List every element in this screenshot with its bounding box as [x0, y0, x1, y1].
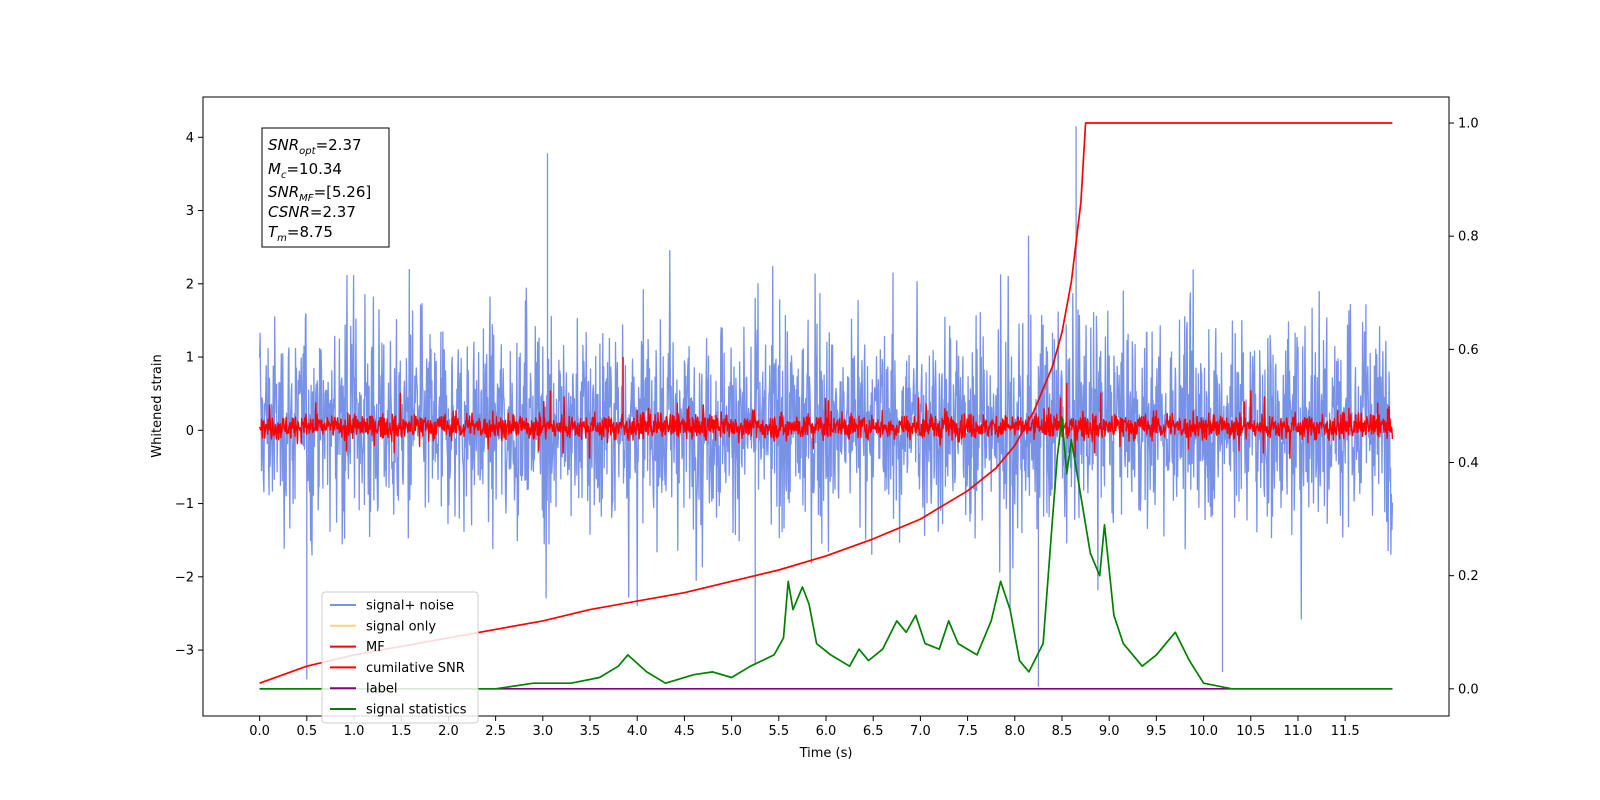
- y-axis-label: Whitened strain: [150, 354, 165, 457]
- y-axis-right: 0.0 0.2 0.4 0.6 0.8 1.0: [1449, 117, 1479, 697]
- legend-label: signal only: [366, 619, 436, 634]
- x-tick-label: 1.0: [344, 724, 365, 739]
- series-signal-plus-noise: [258, 126, 1394, 687]
- info-mc: Mc=10.34: [268, 160, 342, 181]
- legend: signal+ noise signal only MF cumilative SNR…: [321, 591, 479, 724]
- x-axis: 0.0 0.5 1.0 1.5 2.0 2.5 3.0 3.5 4.0 4.5 5.0 5.5 6.0 6…: [249, 716, 1360, 739]
- x-tick-label: 7.5: [957, 724, 978, 739]
- y2-tick-label: 0.8: [1458, 230, 1479, 245]
- legend-label: signal+ noise: [366, 599, 454, 614]
- y-tick-label: 2: [186, 277, 194, 292]
- x-tick-label: 3.0: [532, 724, 553, 739]
- legend-item: signal+ noise: [330, 599, 454, 614]
- y2-tick-label: 0.0: [1458, 682, 1479, 697]
- x-tick-label: 11.5: [1331, 724, 1360, 739]
- x-tick-label: 6.0: [816, 724, 837, 739]
- x-tick-label: 4.0: [627, 724, 648, 739]
- legend-item: cumilative SNR: [330, 661, 465, 676]
- x-tick-label: 2.5: [485, 724, 506, 739]
- y-tick-label: −1: [175, 497, 194, 512]
- legend-label: label: [366, 682, 397, 697]
- x-tick-label: 9.5: [1146, 724, 1167, 739]
- x-tick-label: 10.5: [1236, 724, 1265, 739]
- x-tick-label: 2.0: [438, 724, 459, 739]
- info-snr-mf: SNRMF=[5.26]: [268, 183, 371, 204]
- x-tick-label: 0.0: [249, 724, 270, 739]
- x-tick-label: 8.0: [1004, 724, 1025, 739]
- x-tick-label: 6.5: [863, 724, 884, 739]
- x-tick-label: 0.5: [296, 724, 317, 739]
- legend-label: cumilative SNR: [366, 661, 465, 676]
- x-tick-label: 7.0: [910, 724, 931, 739]
- x-tick-label: 5.0: [721, 724, 742, 739]
- info-box: SNRopt=2.37 Mc=10.34 SNRMF=[5.26] CSNR=2…: [261, 127, 390, 248]
- y2-tick-label: 1.0: [1458, 117, 1479, 132]
- y-tick-label: −2: [175, 570, 194, 585]
- x-tick-label: 8.5: [1052, 724, 1073, 739]
- series-mf: [258, 357, 1394, 459]
- info-csnr: CSNR=2.37: [268, 203, 356, 221]
- legend-label: signal statistics: [366, 703, 467, 718]
- info-tm: Tm=8.75: [268, 223, 333, 244]
- y2-tick-label: 0.6: [1458, 343, 1479, 358]
- series-line: [258, 126, 1394, 687]
- y-axis-left: −3 −2 −1 0 1 2 3 4: [175, 131, 203, 659]
- x-axis-label: Time (s): [799, 746, 853, 761]
- y-tick-label: 3: [186, 204, 194, 219]
- legend-item: signal statistics: [330, 703, 467, 718]
- info-snr-opt: SNRopt=2.37: [268, 136, 362, 157]
- y2-tick-label: 0.4: [1458, 456, 1479, 471]
- y2-tick-label: 0.2: [1458, 569, 1479, 584]
- y-tick-label: −3: [175, 644, 194, 659]
- x-tick-label: 1.5: [391, 724, 412, 739]
- legend-item: signal only: [330, 619, 436, 634]
- series-line: [258, 357, 1394, 459]
- y-tick-label: 1: [186, 351, 194, 366]
- x-tick-label: 3.5: [580, 724, 601, 739]
- y-tick-label: 4: [186, 131, 194, 146]
- legend-item: label: [330, 682, 397, 697]
- x-tick-label: 9.0: [1099, 724, 1120, 739]
- x-tick-label: 5.5: [768, 724, 789, 739]
- series-signal-statistics: [259, 416, 1393, 690]
- x-tick-label: 11.0: [1283, 724, 1312, 739]
- x-tick-label: 10.0: [1189, 724, 1218, 739]
- x-tick-label: 4.5: [674, 724, 695, 739]
- legend-label: MF: [366, 640, 385, 655]
- y-tick-label: 0: [186, 424, 194, 439]
- legend-item: MF: [330, 640, 385, 655]
